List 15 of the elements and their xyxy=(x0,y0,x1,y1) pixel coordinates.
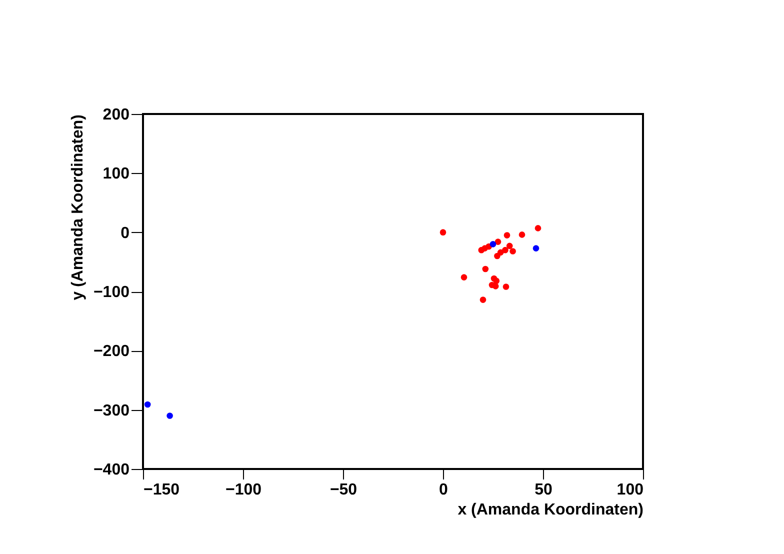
y-tick-label: −100 xyxy=(93,284,130,301)
x-tick-label: −100 xyxy=(225,482,262,498)
x-tick-label: 0 xyxy=(439,482,448,498)
y-axis-title: y (Amanda Koordinaten) xyxy=(69,114,86,300)
y-tick-label: −300 xyxy=(93,402,130,420)
x-tick-label: −150 xyxy=(144,482,180,498)
y-tick-label: 0 xyxy=(120,224,130,242)
y-tick-label: −200 xyxy=(93,343,130,360)
x-tick-label: 100 xyxy=(616,482,644,498)
y-tick-label: −400 xyxy=(93,462,130,478)
y-tick-label: 100 xyxy=(102,166,130,183)
x-tick-label: −50 xyxy=(330,482,358,498)
x-tick-label: 50 xyxy=(534,482,552,498)
x-axis-title: x (Amanda Koordinaten) xyxy=(458,502,644,518)
y-tick-label: 200 xyxy=(102,106,130,124)
